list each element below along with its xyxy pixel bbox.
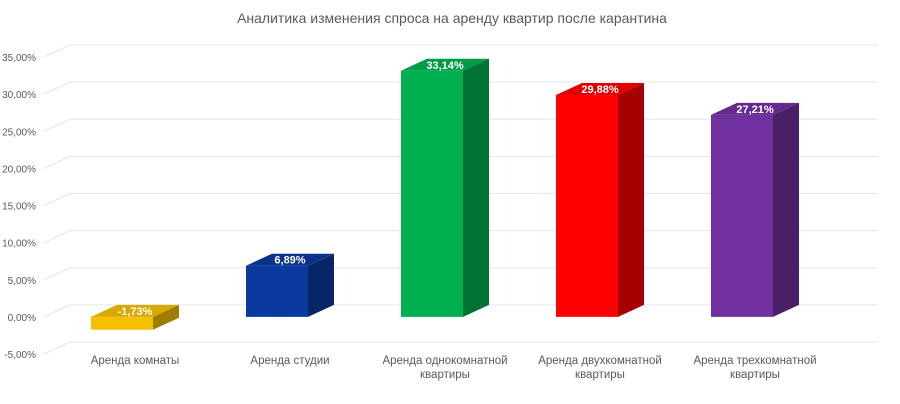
bars-layer [91,58,799,330]
bar-side [463,58,489,317]
bar-2 [246,253,334,317]
gridline-diagonal [43,230,71,244]
bar-1 [91,304,179,330]
gridline-diagonal [43,341,71,355]
data-label: 29,88% [581,84,619,96]
gridline-diagonal [43,155,71,169]
bar-5 [711,102,799,317]
bar-front [711,114,773,317]
chart-title: Аналитика изменения спроса на аренду ква… [237,10,667,26]
bar-front [91,316,153,330]
bar-side [618,83,644,317]
bar-4 [556,83,644,317]
x-category-label: Аренда двухкомнатной [538,355,662,367]
gridline-diagonal [43,193,71,206]
bar-side [773,102,799,317]
bar-front [401,70,463,317]
x-category-label: Аренда однокомнатной [382,355,507,367]
bar-top [556,83,644,96]
labels-layer: 35,00% 30,00% 25,00% 20,00% 15,00% 10,00% 5,00… [2,53,816,381]
bar-top [246,253,334,266]
x-category-label: Аренда трехкомнатной [693,355,816,367]
bar-side [153,304,179,330]
bar-front [246,265,308,317]
y-tick-label: 25,00% [2,127,36,138]
x-category-label: квартиры [575,369,625,381]
data-label: -1,73% [118,306,153,318]
data-label: 33,14% [426,60,464,72]
gridline-diagonal [43,304,71,318]
bar-front [556,95,618,317]
x-category-label: Аренда студии [250,355,329,367]
y-tick-label: 5,00% [8,276,36,287]
y-tick-label: -5,00% [4,350,36,361]
gridline-diagonal [43,267,71,281]
data-label: 6,89% [274,255,305,267]
y-tick-label: 20,00% [2,164,36,175]
gridline-diagonal [43,44,71,58]
data-label: 27,21% [736,104,774,116]
y-tick-label: 30,00% [2,90,36,101]
bar-side [308,253,334,317]
y-tick-label: 10,00% [2,239,36,250]
gridline-diagonal [43,118,71,132]
x-category-label: Аренда комнаты [91,355,180,367]
y-tick-label: 0,00% [8,313,36,324]
y-tick-label: 15,00% [2,202,36,213]
y-tick-label: 35,00% [2,53,36,64]
bar-top [401,58,489,71]
bar-top [711,102,799,115]
x-category-label: квартиры [420,369,470,381]
bar-top [91,304,179,317]
bar-3 [401,58,489,317]
x-category-label: квартиры [730,369,780,381]
gridline-diagonal [43,81,71,95]
